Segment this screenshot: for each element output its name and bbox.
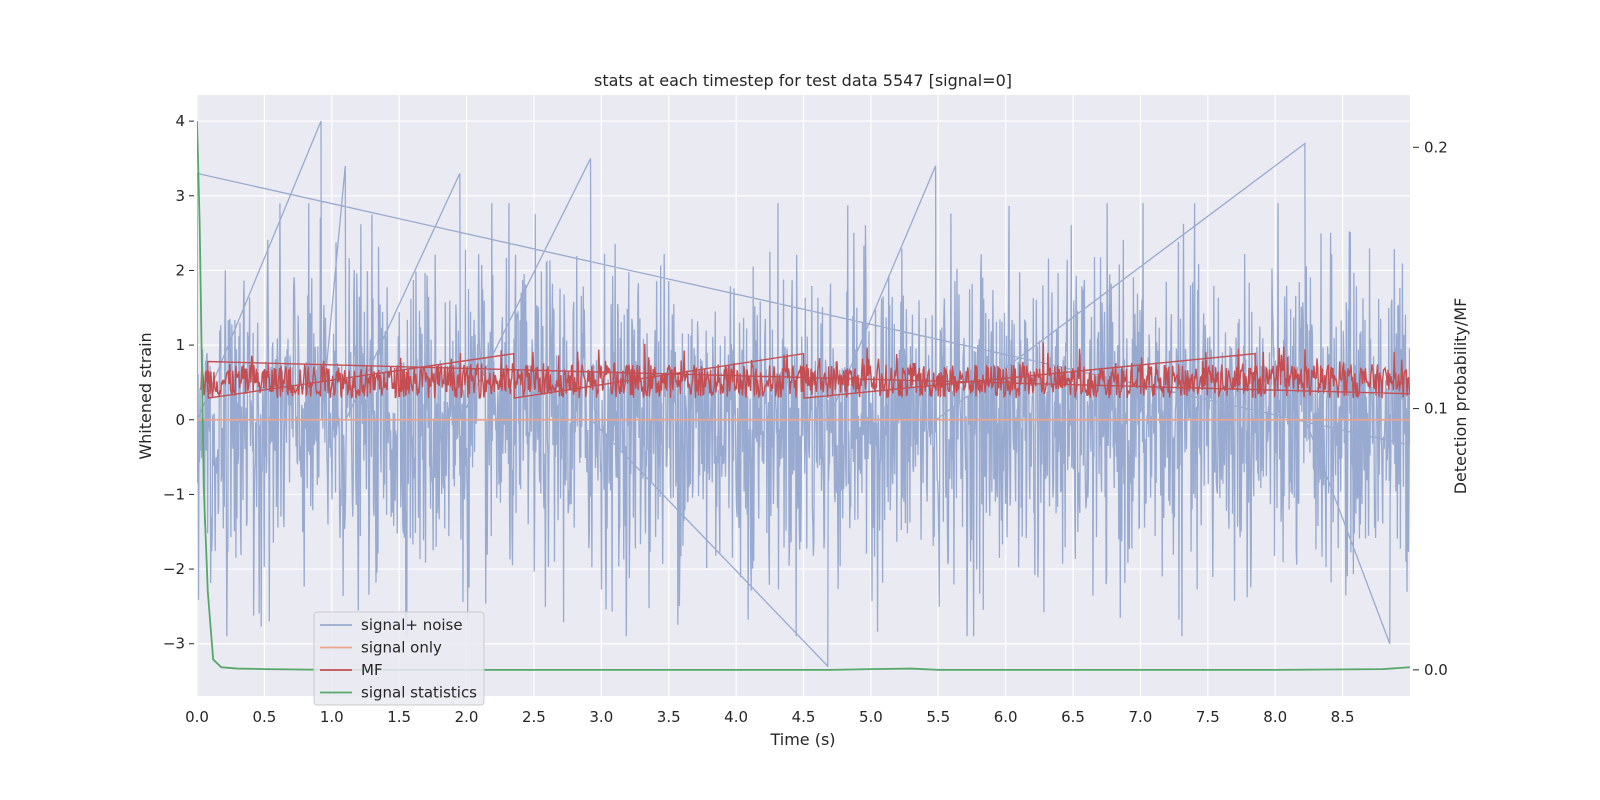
- ticks: 0.0 0.5 1.0 1.5 2.0 2.5 3.0 3.5 4.0 4.5 5.0 5.5 6.0 6…: [163, 112, 1448, 726]
- legend-label: MF: [361, 661, 383, 679]
- y2-tick-label: 0.1: [1424, 400, 1448, 418]
- y-tick-label: −3: [163, 635, 185, 653]
- x-axis-label: Time (s): [769, 730, 835, 749]
- y-tick-label: 0: [175, 411, 185, 429]
- legend-label: signal+ noise: [361, 616, 463, 634]
- x-tick-label: 3.0: [589, 708, 613, 726]
- series-signal-statistics: [197, 121, 1410, 671]
- series-layer: [197, 120, 1410, 671]
- y-tick-label: 4: [175, 112, 185, 130]
- y2-tick-label: 0.0: [1424, 661, 1448, 679]
- y2-axis-label: Detection probability/MF: [1451, 298, 1470, 495]
- y2-tick-label: 0.2: [1424, 138, 1448, 156]
- series-mf: [200, 342, 1410, 400]
- x-tick-label: 0.0: [185, 708, 209, 726]
- legend-label: signal statistics: [361, 684, 477, 702]
- x-tick-label: 6.0: [994, 708, 1018, 726]
- legend-box: [313, 611, 485, 706]
- x-tick-label: 8.0: [1263, 708, 1287, 726]
- x-tick-label: 4.5: [792, 708, 816, 726]
- x-tick-label: 2.5: [522, 708, 546, 726]
- x-tick-label: 8.5: [1331, 708, 1355, 726]
- x-tick-label: 5.0: [859, 708, 883, 726]
- x-tick-label: 7.0: [1129, 708, 1153, 726]
- x-tick-label: 1.0: [320, 708, 344, 726]
- x-tick-label: 5.5: [926, 708, 950, 726]
- y-tick-label: 1: [175, 336, 185, 354]
- y-tick-label: −1: [163, 485, 185, 503]
- y-tick-label: −2: [163, 560, 185, 578]
- x-tick-label: 6.5: [1061, 708, 1085, 726]
- x-tick-label: 0.5: [252, 708, 276, 726]
- x-tick-label: 7.5: [1196, 708, 1220, 726]
- y-tick-label: 3: [175, 187, 185, 205]
- legend-label: signal only: [361, 639, 442, 657]
- x-tick-label: 4.0: [724, 708, 748, 726]
- chart-title: stats at each timestep for test data 554…: [594, 71, 1012, 90]
- legend: signal+ noise signal only MF signal statist…: [313, 611, 485, 706]
- x-tick-label: 1.5: [387, 708, 411, 726]
- y-axis-label: Whitened strain: [136, 332, 155, 459]
- x-tick-label: 3.5: [657, 708, 681, 726]
- x-tick-label: 2.0: [455, 708, 479, 726]
- y-tick-label: 2: [175, 261, 185, 279]
